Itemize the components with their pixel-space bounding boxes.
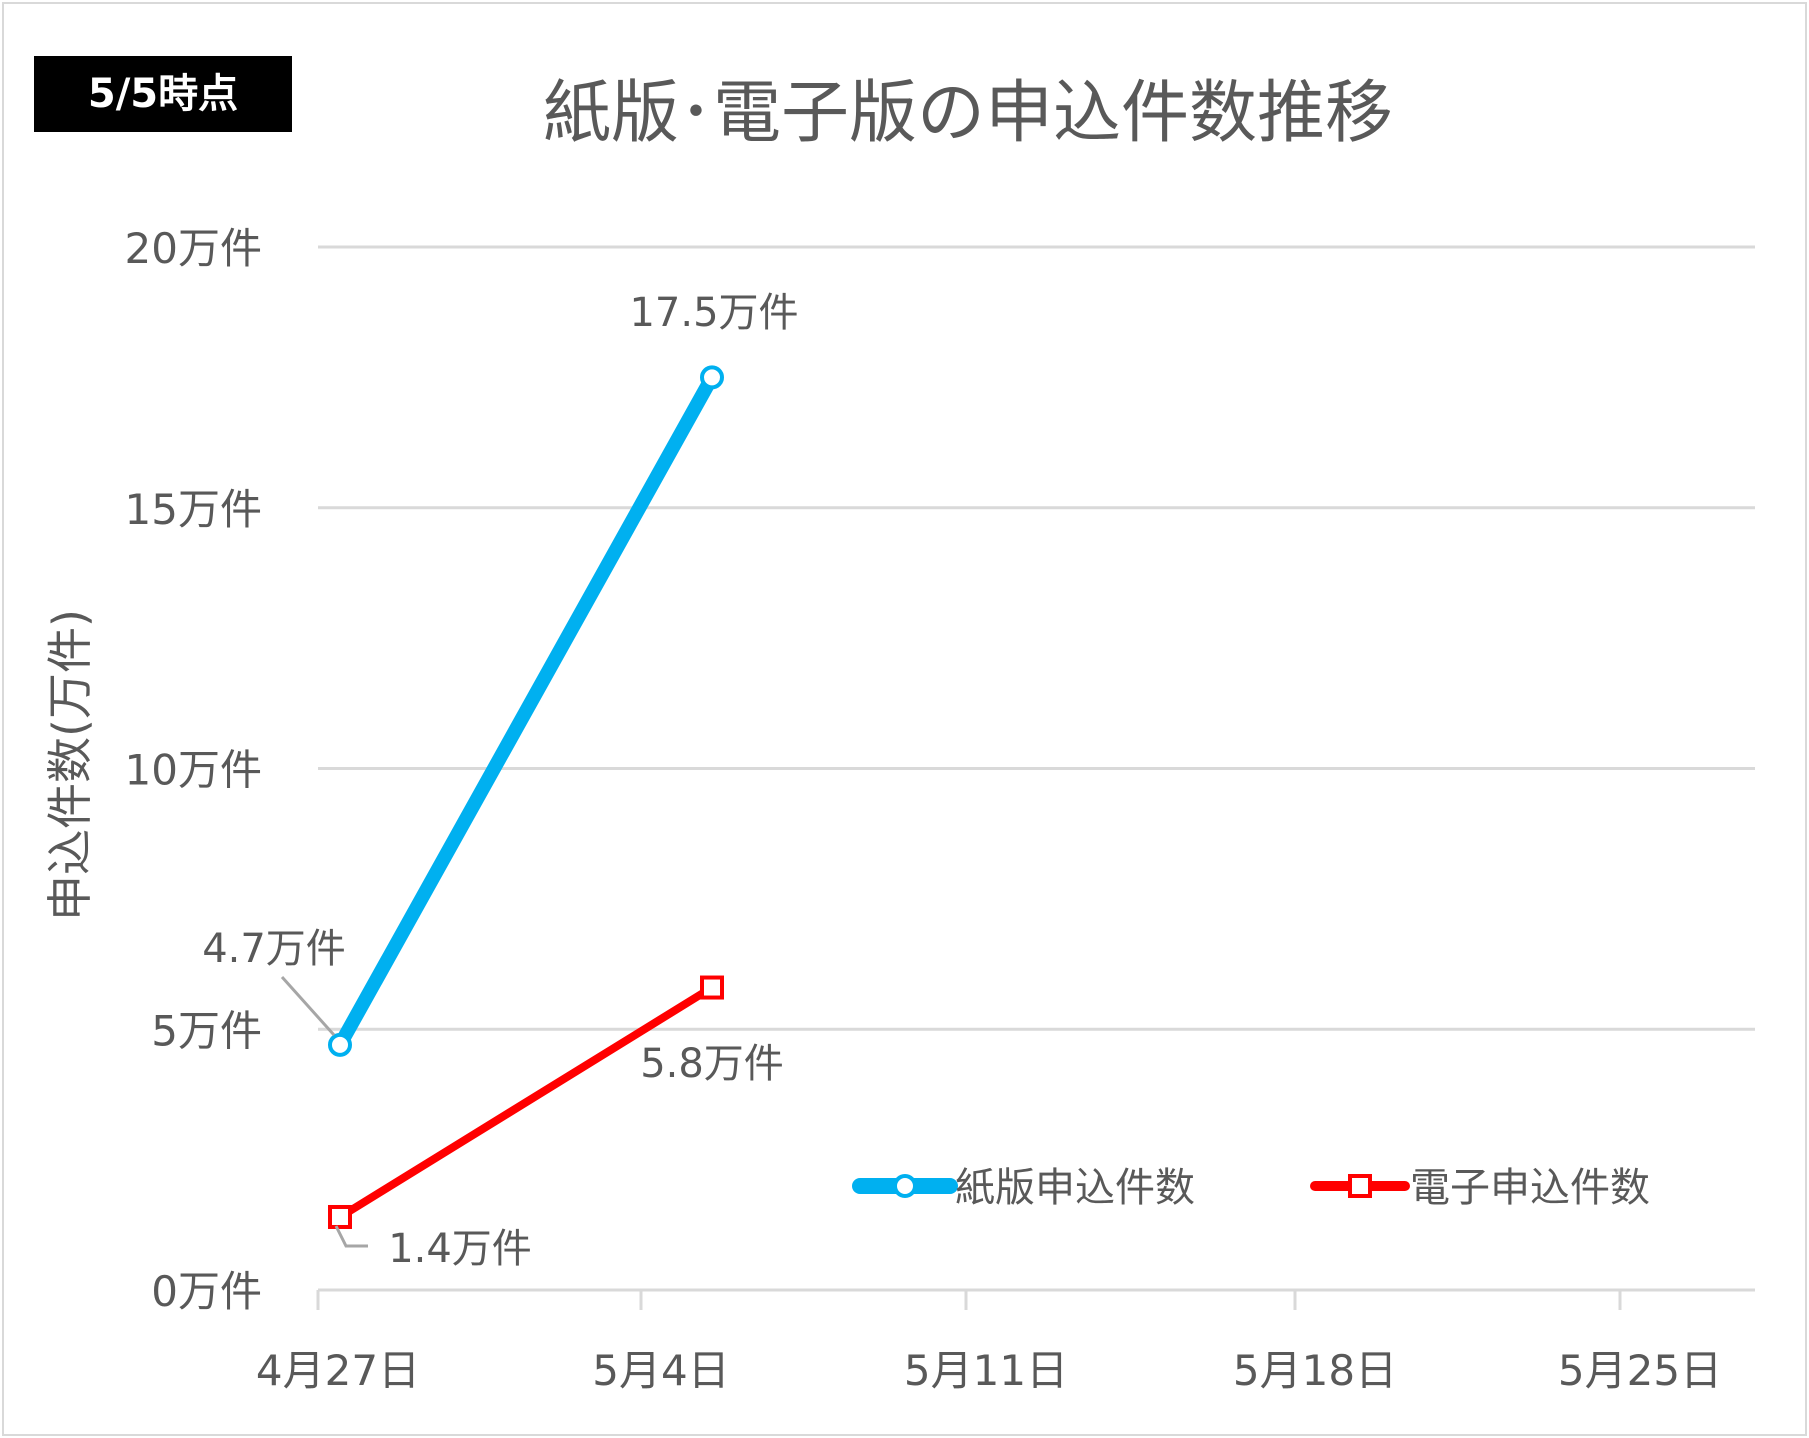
legend-label: 紙版申込件数 <box>955 1165 1195 1211</box>
label-leader-line <box>334 1225 368 1248</box>
data-label: 1.4万件 <box>388 1226 532 1272</box>
legend-label: 電子申込件数 <box>1410 1165 1650 1211</box>
x-axis: 4月27日 5月4日 5月11日 5月18日 5月25日 <box>256 1288 1755 1395</box>
x-tick-label: 5月11日 <box>904 1346 1068 1395</box>
data-label: 5.8万件 <box>640 1041 784 1087</box>
y-tick-label: 10万件 <box>125 746 262 795</box>
x-tick-label: 5月25日 <box>1558 1346 1722 1395</box>
y-tick-label: 15万件 <box>125 485 262 534</box>
data-point-marker <box>700 975 724 1000</box>
legend-marker-square <box>1348 1174 1372 1198</box>
label-leader-line <box>280 975 336 1037</box>
data-point-marker <box>700 365 724 390</box>
y-tick-label: 0万件 <box>151 1267 262 1316</box>
data-labels: 4.7万件 17.5万件 1.4万件 5.8万件 <box>202 290 798 1272</box>
data-label: 4.7万件 <box>202 926 346 972</box>
series-line-1 <box>333 370 719 1052</box>
y-tick-label: 20万件 <box>125 224 262 273</box>
gridlines <box>318 245 1755 1292</box>
data-point-marker <box>328 1204 352 1229</box>
legend: 紙版申込件数 電子申込件数 <box>852 1165 1650 1211</box>
as-of-badge: 5/5時点 <box>34 56 292 132</box>
y-axis-label: 申込件数(万件) <box>43 609 97 921</box>
data-point-marker <box>328 1032 352 1057</box>
x-tick-label: 4月27日 <box>256 1346 420 1395</box>
chart-title: 紙版･電子版の申込件数推移 <box>543 74 1393 153</box>
legend-marker-circle <box>893 1174 917 1198</box>
data-label: 17.5万件 <box>629 290 798 336</box>
x-tick-label: 5月4日 <box>592 1346 729 1395</box>
x-tick-label: 5月18日 <box>1233 1346 1397 1395</box>
y-tick-label: 5万件 <box>151 1006 262 1055</box>
series-line-2 <box>336 983 716 1221</box>
series-group <box>328 365 724 1229</box>
y-axis-ticks: 0万件 5万件 10万件 15万件 20万件 <box>125 224 262 1316</box>
